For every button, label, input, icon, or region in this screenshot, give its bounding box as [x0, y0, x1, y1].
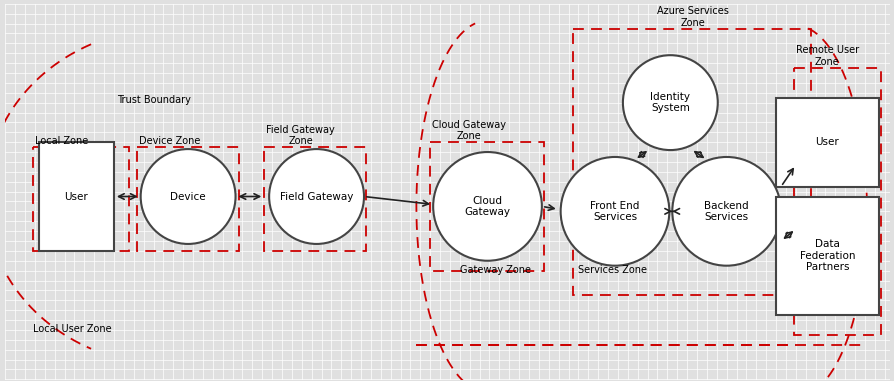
Bar	[264, 147, 366, 251]
Text: User: User	[64, 192, 89, 202]
Text: Cloud Gateway
Zone: Cloud Gateway Zone	[432, 120, 506, 141]
Text: Azure Services
Zone: Azure Services Zone	[657, 6, 729, 27]
Text: Data
Federation
Partners: Data Federation Partners	[799, 239, 855, 272]
Text: Device: Device	[170, 192, 206, 202]
Text: User: User	[814, 137, 839, 147]
Bar	[38, 142, 114, 251]
Circle shape	[671, 157, 780, 266]
Text: Front End
Services: Front End Services	[590, 200, 639, 222]
Text: Field Gateway
Zone: Field Gateway Zone	[266, 125, 334, 146]
Text: Device Zone: Device Zone	[139, 136, 200, 146]
Bar	[33, 147, 129, 251]
Bar	[573, 29, 810, 295]
Text: Local User Zone: Local User Zone	[33, 324, 112, 334]
Text: Identity
System: Identity System	[650, 92, 689, 114]
Text: Backend
Services: Backend Services	[704, 200, 748, 222]
Text: Field Gateway: Field Gateway	[280, 192, 353, 202]
Text: Local Zone: Local Zone	[35, 136, 89, 146]
Bar	[137, 147, 238, 251]
Circle shape	[269, 149, 364, 244]
Bar	[793, 68, 880, 335]
Text: Cloud
Gateway: Cloud Gateway	[464, 195, 510, 217]
Circle shape	[622, 55, 717, 150]
Bar	[430, 142, 544, 271]
Circle shape	[140, 149, 235, 244]
Text: Services Zone: Services Zone	[578, 264, 646, 275]
Circle shape	[560, 157, 669, 266]
Circle shape	[433, 152, 541, 261]
Bar	[775, 197, 878, 315]
Text: Trust Boundary: Trust Boundary	[117, 94, 190, 105]
Text: Remote User
Zone: Remote User Zone	[795, 45, 858, 67]
Bar	[775, 98, 878, 187]
Text: Gateway Zone: Gateway Zone	[460, 264, 530, 275]
